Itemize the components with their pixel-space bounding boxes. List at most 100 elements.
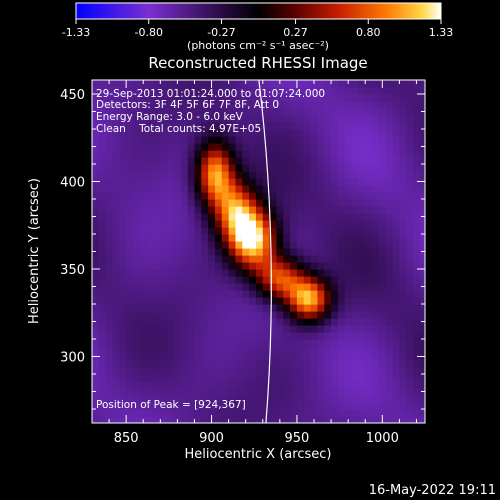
heatmap-cell (331, 248, 339, 256)
heatmap-cell (180, 150, 189, 158)
heatmap-cell (235, 402, 243, 410)
heatmap-cell (385, 206, 394, 214)
heatmap-cell (119, 262, 127, 270)
heatmap-cell (351, 122, 359, 130)
heatmap-cell (365, 262, 373, 270)
heatmap-cell (262, 129, 271, 137)
heatmap-cell (235, 150, 243, 158)
heatmap-cell (331, 241, 339, 249)
heatmap-cell (105, 297, 114, 305)
heatmap-cell (324, 101, 332, 109)
heatmap-cell (331, 262, 339, 270)
heatmap-cell (351, 115, 359, 123)
colorbar-tick-label: -1.33 (62, 26, 90, 39)
heatmap-cell (331, 122, 339, 130)
heatmap-cell (180, 332, 189, 340)
heatmap-cell (167, 143, 175, 151)
heatmap-cell (385, 227, 394, 235)
heatmap-cell (180, 353, 189, 361)
heatmap-cell (98, 367, 107, 375)
heatmap-cell (413, 129, 421, 137)
heatmap-cell (208, 402, 216, 410)
heatmap-cell (187, 213, 196, 221)
heatmap-cell (331, 297, 339, 305)
heatmap-cell (392, 325, 400, 333)
heatmap-cell (187, 241, 196, 249)
heatmap-cell (303, 80, 312, 88)
heatmap-cell (221, 402, 230, 410)
heatmap-cell (385, 276, 394, 284)
heatmap-cell (344, 171, 353, 179)
heatmap-cell (132, 262, 141, 270)
heatmap-cell (255, 395, 264, 403)
heatmap-cell (385, 178, 394, 186)
heatmap-cell (98, 220, 107, 228)
heatmap-cell (290, 206, 298, 214)
heatmap-cell (262, 143, 271, 151)
heatmap-cell (180, 395, 189, 403)
heatmap-cell (324, 388, 332, 396)
heatmap-cell (399, 290, 407, 298)
heatmap-cell (406, 178, 414, 186)
heatmap-cell (283, 178, 291, 186)
heatmap-cell (310, 353, 319, 361)
heatmap-cell (276, 353, 284, 361)
heatmap-cell (290, 325, 298, 333)
heatmap-cell (112, 94, 120, 102)
heatmap-cell (406, 409, 414, 417)
heatmap-cell (132, 213, 141, 221)
heatmap-cell (399, 150, 407, 158)
heatmap-cell (167, 325, 175, 333)
heatmap-cell (296, 318, 305, 326)
heatmap-cell (331, 325, 339, 333)
heatmap-cell (146, 388, 155, 396)
heatmap-cell (296, 353, 305, 361)
heatmap-cell (249, 325, 257, 333)
heatmap-cell (337, 409, 346, 417)
heatmap-cell (194, 416, 202, 423)
heatmap-cell (146, 136, 155, 144)
heatmap-cell (119, 290, 127, 298)
heatmap-cell (344, 248, 353, 256)
heatmap-cell (269, 143, 278, 151)
heatmap-cell (365, 248, 373, 256)
heatmap-cell (296, 332, 305, 340)
heatmap-cell (413, 395, 421, 403)
heatmap-cell (331, 164, 339, 172)
heatmap-cell (317, 297, 325, 305)
heatmap-cell (208, 199, 216, 207)
heatmap-cell (406, 87, 414, 95)
heatmap-cell (378, 311, 387, 319)
heatmap-cell (317, 395, 325, 403)
heatmap-cell (413, 325, 421, 333)
heatmap-cell (180, 171, 189, 179)
heatmap-cell (173, 255, 182, 263)
heatmap-cell (372, 325, 380, 333)
heatmap-cell (194, 220, 202, 228)
heatmap-cell (269, 150, 278, 158)
heatmap-cell (249, 276, 257, 284)
heatmap-cell (201, 234, 209, 242)
heatmap-cell (173, 185, 182, 193)
heatmap-cell (228, 192, 237, 200)
heatmap-cell (249, 185, 257, 193)
heatmap-cell (214, 297, 223, 305)
heatmap-cell (365, 297, 373, 305)
heatmap-cell (194, 332, 202, 340)
heatmap-cell (208, 360, 216, 368)
heatmap-cell (406, 143, 414, 151)
heatmap-cell (173, 325, 182, 333)
heatmap-cell (221, 157, 230, 165)
heatmap-cell (262, 101, 271, 109)
heatmap-cell (126, 227, 134, 235)
y-tick-label: 400 (60, 176, 85, 191)
heatmap-cell (331, 416, 339, 423)
heatmap-cell (372, 178, 380, 186)
heatmap-cell (331, 129, 339, 137)
heatmap-cell (283, 87, 291, 95)
heatmap-cell (187, 318, 196, 326)
heatmap-cell (119, 416, 127, 423)
heatmap-cell (112, 381, 120, 389)
heatmap-cell (112, 332, 120, 340)
heatmap-cell (317, 255, 325, 263)
